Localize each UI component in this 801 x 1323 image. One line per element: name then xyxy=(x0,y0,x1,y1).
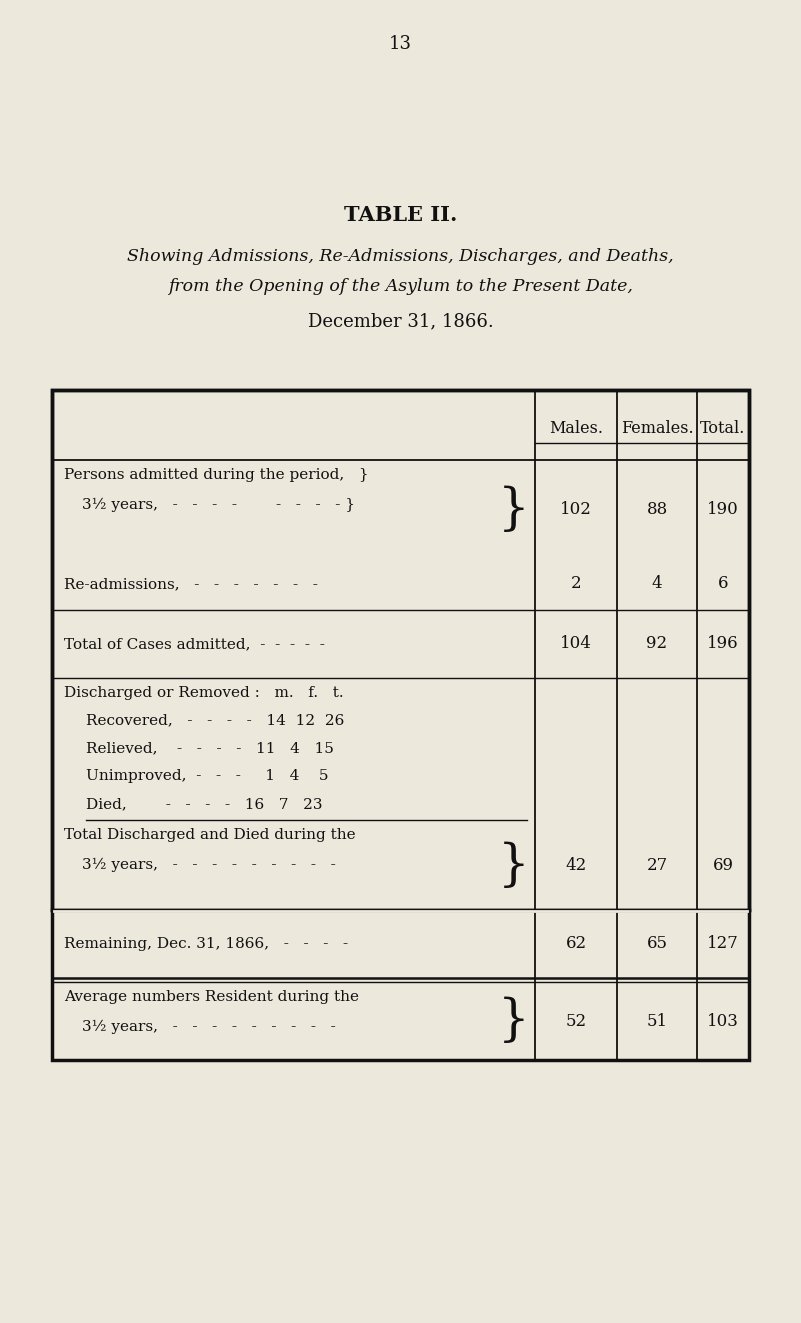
Text: Showing Admissions, Re-Admissions, Discharges, and Deaths,: Showing Admissions, Re-Admissions, Disch… xyxy=(127,247,674,265)
Text: Total Discharged and Died during the: Total Discharged and Died during the xyxy=(64,828,356,841)
Text: Females.: Females. xyxy=(621,419,694,437)
Text: from the Opening of the Asylum to the Present Date,: from the Opening of the Asylum to the Pr… xyxy=(168,278,633,295)
Text: 51: 51 xyxy=(646,1012,667,1029)
Text: Persons admitted during the period,   }: Persons admitted during the period, } xyxy=(64,468,368,482)
Text: 65: 65 xyxy=(646,935,667,953)
Text: 13: 13 xyxy=(389,34,412,53)
Text: 196: 196 xyxy=(707,635,739,652)
Text: December 31, 1866.: December 31, 1866. xyxy=(308,312,493,329)
Text: 190: 190 xyxy=(707,500,739,517)
Text: Total.: Total. xyxy=(700,419,746,437)
Text: 3½ years,   -   -   -   -   -   -   -   -   -: 3½ years, - - - - - - - - - xyxy=(82,859,336,872)
Text: 92: 92 xyxy=(646,635,667,652)
Text: Recovered,   -   -   -   -   14  12  26: Recovered, - - - - 14 12 26 xyxy=(86,713,344,728)
Text: 102: 102 xyxy=(560,500,592,517)
Text: 103: 103 xyxy=(707,1012,739,1029)
Text: Died,        -   -   -   -   16   7   23: Died, - - - - 16 7 23 xyxy=(86,796,323,811)
Text: 2: 2 xyxy=(570,576,582,593)
Text: Remaining, Dec. 31, 1866,   -   -   -   -: Remaining, Dec. 31, 1866, - - - - xyxy=(64,937,348,951)
Text: 69: 69 xyxy=(713,856,734,873)
Text: 6: 6 xyxy=(718,576,728,593)
Text: Re-admissions,   -   -   -   -   -   -   -: Re-admissions, - - - - - - - xyxy=(64,577,318,591)
Bar xyxy=(52,390,749,910)
Text: }: } xyxy=(498,841,530,890)
Text: 3½ years,   -   -   -   -   -   -   -   -   -: 3½ years, - - - - - - - - - xyxy=(82,1020,336,1035)
Text: 27: 27 xyxy=(646,856,667,873)
Text: Average numbers Resident during the: Average numbers Resident during the xyxy=(64,990,359,1004)
Text: 127: 127 xyxy=(707,935,739,953)
Text: 62: 62 xyxy=(566,935,586,953)
Text: 3½ years,   -   -   -   -        -   -   -   - }: 3½ years, - - - - - - - - } xyxy=(82,497,355,512)
Text: TABLE II.: TABLE II. xyxy=(344,205,457,225)
Text: Relieved,    -   -   -   -   11   4   15: Relieved, - - - - 11 4 15 xyxy=(86,741,334,755)
Text: Males.: Males. xyxy=(549,419,603,437)
Text: 42: 42 xyxy=(566,856,586,873)
Text: 104: 104 xyxy=(560,635,592,652)
Text: }: } xyxy=(498,996,530,1045)
Text: 4: 4 xyxy=(652,576,662,593)
Text: }: } xyxy=(498,486,530,534)
Text: Unimproved,  -   -   -     1   4    5: Unimproved, - - - 1 4 5 xyxy=(86,769,328,783)
Text: 88: 88 xyxy=(646,500,667,517)
Text: 52: 52 xyxy=(566,1012,586,1029)
Bar xyxy=(52,390,749,1060)
Text: Total of Cases admitted,  -  -  -  -  -: Total of Cases admitted, - - - - - xyxy=(64,636,325,651)
Text: Discharged or Removed :   m.   f.   t.: Discharged or Removed : m. f. t. xyxy=(64,687,344,700)
